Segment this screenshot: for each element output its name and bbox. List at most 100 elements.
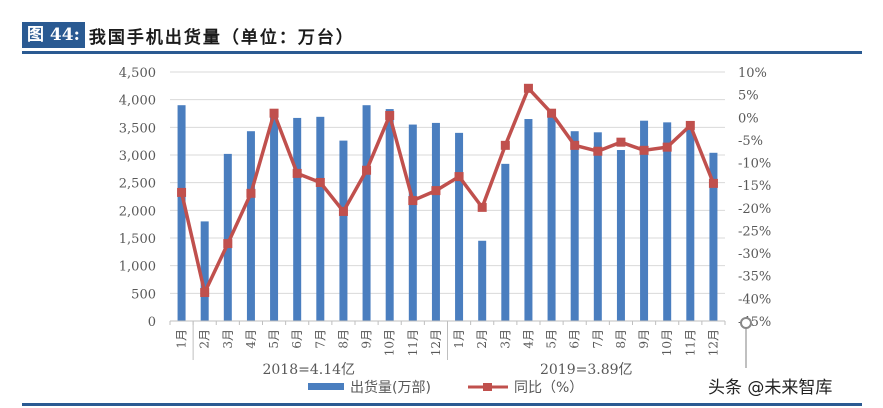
bar bbox=[524, 119, 533, 322]
bar bbox=[686, 124, 695, 321]
yoy-marker bbox=[315, 177, 325, 187]
bar bbox=[616, 150, 625, 321]
bar bbox=[293, 117, 302, 321]
x-axis-label: 10月 bbox=[383, 329, 397, 356]
bar bbox=[270, 112, 279, 322]
left-axis-tick: 2,500 bbox=[119, 177, 156, 192]
x-axis-label: 4月 bbox=[244, 329, 258, 349]
right-axis-tick: -30% bbox=[738, 247, 771, 262]
left-axis-tick: 1,000 bbox=[119, 260, 156, 275]
bar bbox=[200, 221, 209, 321]
yoy-marker bbox=[362, 165, 372, 175]
bar bbox=[177, 105, 186, 321]
yoy-marker bbox=[385, 110, 395, 120]
x-axis-label: 2月 bbox=[475, 329, 489, 349]
right-axis-tick: -15% bbox=[738, 179, 771, 194]
yoy-marker bbox=[685, 120, 695, 130]
right-axis-tick: -40% bbox=[738, 292, 771, 307]
x-axis-label: 1月 bbox=[452, 329, 466, 349]
bar bbox=[593, 132, 602, 321]
bar bbox=[362, 105, 371, 321]
figure-header: 图 44: 我国手机出货量（单位：万台） bbox=[22, 22, 355, 48]
x-axis-label: 8月 bbox=[336, 329, 350, 349]
x-axis-label: 2月 bbox=[198, 329, 212, 349]
bar bbox=[455, 132, 464, 321]
yoy-marker bbox=[454, 172, 464, 182]
figure-label: 图 44: bbox=[22, 22, 85, 48]
x-axis-label: 6月 bbox=[290, 329, 304, 349]
header-divider bbox=[22, 51, 862, 54]
watermark: 头条 @未来智库 bbox=[708, 378, 833, 398]
yoy-marker bbox=[200, 287, 210, 297]
left-axis-tick: 3,000 bbox=[119, 149, 156, 164]
x-axis-label: 5月 bbox=[545, 329, 559, 349]
left-axis-tick: 0 bbox=[148, 315, 156, 330]
x-axis-label: 10月 bbox=[660, 329, 674, 356]
right-axis-tick: -5% bbox=[738, 134, 763, 149]
x-axis-label: 6月 bbox=[568, 329, 582, 349]
axis-handle-icon bbox=[740, 317, 752, 329]
yoy-marker bbox=[708, 178, 718, 188]
yoy-line bbox=[179, 86, 716, 295]
right-axis-tick: 10% bbox=[738, 66, 767, 81]
bar bbox=[709, 152, 718, 321]
bar bbox=[339, 140, 348, 321]
yoy-marker bbox=[593, 146, 603, 156]
group-label: 2018=4.14亿 bbox=[262, 362, 355, 378]
legend-bar-swatch bbox=[308, 383, 344, 390]
group-label: 2019=3.89亿 bbox=[540, 362, 633, 378]
x-axis-label: 9月 bbox=[637, 329, 651, 349]
yoy-marker bbox=[269, 108, 279, 118]
x-axis-label: 7月 bbox=[591, 329, 605, 349]
legend-line-label: 同比（%） bbox=[514, 380, 583, 396]
yoy-marker bbox=[431, 186, 441, 196]
bar bbox=[570, 131, 579, 321]
left-axis-tick: 3,500 bbox=[119, 121, 156, 136]
bar bbox=[547, 115, 556, 321]
x-axis-label: 1月 bbox=[175, 329, 189, 349]
yoy-marker bbox=[338, 206, 348, 216]
bar bbox=[478, 240, 487, 321]
yoy-marker bbox=[292, 168, 302, 178]
x-axis-label: 9月 bbox=[360, 329, 374, 349]
x-axis-label: 3月 bbox=[498, 329, 512, 349]
yoy-marker bbox=[639, 145, 649, 155]
legend-line-marker bbox=[483, 383, 492, 391]
right-axis-tick: -35% bbox=[738, 270, 771, 285]
bar bbox=[223, 153, 232, 321]
x-axis-label: 11月 bbox=[406, 329, 420, 356]
x-axis-label: 5月 bbox=[267, 329, 281, 349]
yoy-marker bbox=[547, 108, 557, 118]
bar bbox=[408, 124, 417, 321]
figure-title: 我国手机出货量（单位：万台） bbox=[88, 27, 355, 48]
yoy-marker bbox=[246, 188, 256, 198]
left-axis-tick: 2,000 bbox=[119, 204, 156, 219]
bar bbox=[640, 120, 649, 322]
x-axis-label: 8月 bbox=[614, 329, 628, 349]
yoy-marker bbox=[570, 140, 580, 150]
footer-divider bbox=[22, 403, 862, 406]
x-axis-label: 7月 bbox=[313, 329, 327, 349]
x-axis-label: 4月 bbox=[521, 329, 535, 349]
yoy-marker bbox=[523, 83, 533, 93]
x-axis-label: 12月 bbox=[429, 329, 443, 356]
right-axis-tick: -20% bbox=[738, 202, 771, 217]
bar bbox=[316, 116, 325, 321]
yoy-marker bbox=[408, 196, 418, 206]
x-axis-label: 11月 bbox=[683, 329, 697, 356]
right-axis-tick: -25% bbox=[738, 224, 771, 239]
bar bbox=[663, 122, 672, 321]
yoy-marker bbox=[662, 142, 672, 152]
bar bbox=[385, 109, 394, 321]
yoy-marker bbox=[616, 137, 626, 147]
bar bbox=[431, 122, 440, 321]
left-axis-tick: 4,000 bbox=[119, 94, 156, 109]
yoy-marker bbox=[477, 202, 487, 212]
legend-bar-label: 出货量(万部) bbox=[350, 379, 431, 396]
bar bbox=[501, 163, 510, 321]
left-axis-tick: 4,500 bbox=[119, 66, 156, 81]
left-axis-tick: 500 bbox=[131, 287, 156, 302]
x-axis-label: 12月 bbox=[706, 329, 720, 356]
left-axis-tick: 1,500 bbox=[119, 232, 156, 247]
